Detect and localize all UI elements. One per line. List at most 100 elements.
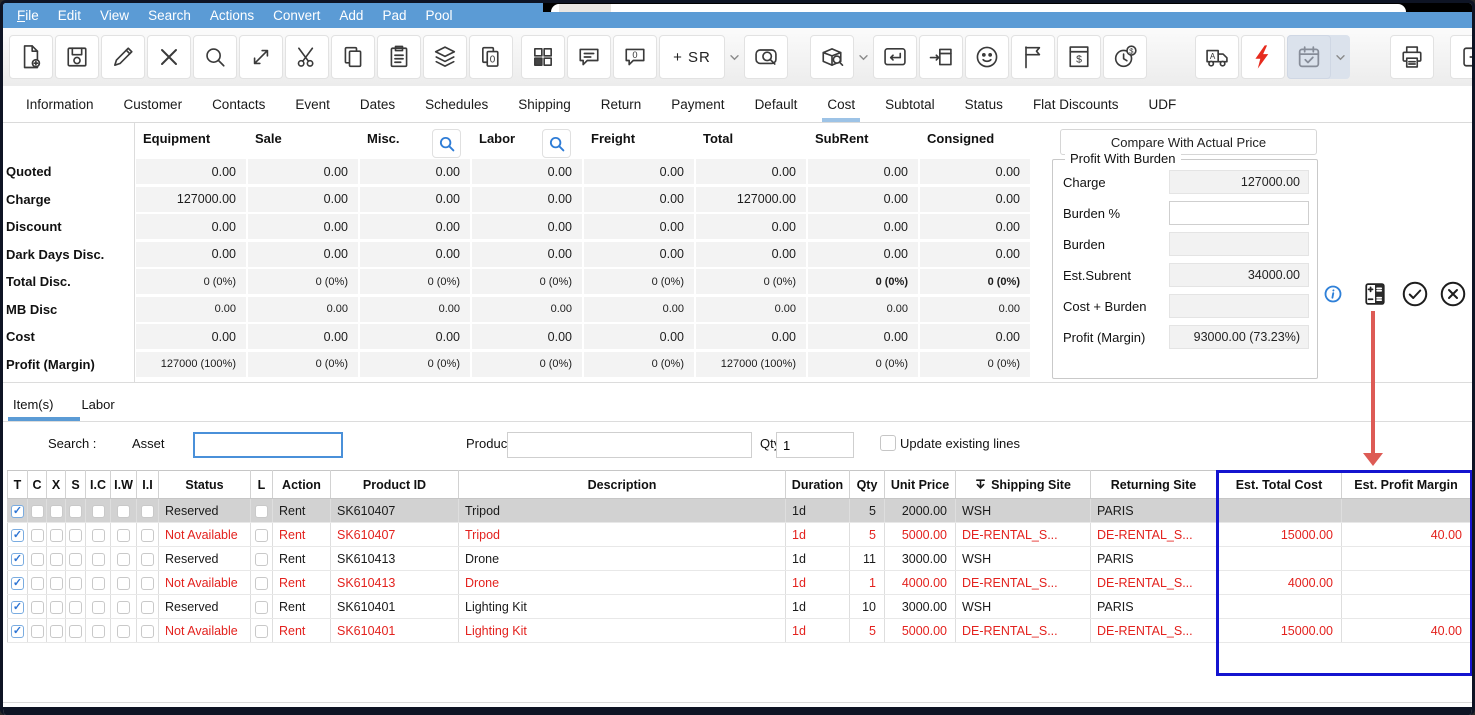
column-header-c[interactable]: C [27, 470, 47, 499]
edit-button[interactable] [101, 35, 145, 79]
qty-input[interactable] [776, 432, 854, 458]
table-row[interactable]: ✓ Not Available Rent SK610401 Lighting Kit 1d… [7, 618, 1471, 643]
row-checkbox[interactable]: ✓ [11, 552, 24, 566]
row-checkbox[interactable] [30, 552, 44, 566]
row-checkbox[interactable] [49, 600, 63, 614]
column-header-s[interactable]: S [65, 470, 86, 499]
row-checkbox[interactable] [30, 576, 44, 590]
row-checkbox[interactable] [69, 552, 82, 566]
tab-event[interactable]: Event [295, 96, 330, 112]
tab-payment[interactable]: Payment [671, 96, 725, 112]
row-checkbox[interactable] [91, 528, 105, 542]
row-checkbox[interactable] [49, 624, 63, 638]
row-checkbox[interactable] [91, 552, 105, 566]
delete-button[interactable] [147, 35, 191, 79]
column-header-qty[interactable]: Qty [849, 470, 885, 499]
table-row[interactable]: ✓ Reserved Rent SK610401 Lighting Kit 1d 10 300… [7, 594, 1471, 619]
product-search-button[interactable] [810, 35, 854, 79]
tab-cost[interactable]: Cost [812, 86, 870, 122]
subtab-item-s[interactable]: Item(s) [13, 396, 54, 412]
add-subrent-dropdown[interactable] [727, 35, 742, 79]
row-checkbox[interactable] [69, 504, 82, 518]
row-checkbox[interactable] [141, 624, 154, 638]
row-checkbox[interactable] [255, 552, 268, 566]
tab-customer[interactable]: Customer [123, 96, 183, 112]
row-checkbox[interactable] [255, 528, 268, 542]
calculate-cost-button[interactable] [1359, 278, 1391, 310]
return-entry-button[interactable] [873, 35, 917, 79]
row-checkbox[interactable] [117, 552, 130, 566]
menu-item-file[interactable]: File [17, 8, 39, 23]
menu-item-add[interactable]: Add [339, 8, 364, 23]
menu-item-actions[interactable]: Actions [209, 8, 255, 23]
search-button[interactable] [193, 35, 237, 79]
row-checkbox[interactable] [117, 624, 130, 638]
row-checkbox[interactable] [69, 576, 82, 590]
row-checkbox[interactable] [141, 528, 154, 542]
column-header-shipping-site[interactable]: Shipping Site [955, 470, 1091, 499]
column-header-est-profit-margin[interactable]: Est. Profit Margin [1341, 470, 1471, 499]
flag-button[interactable] [1011, 35, 1055, 79]
row-checkbox[interactable] [91, 576, 105, 590]
column-header-action[interactable]: Action [272, 470, 331, 499]
tab-contacts[interactable]: Contacts [212, 96, 266, 112]
menu-item-search[interactable]: Search [148, 8, 191, 23]
row-checkbox[interactable] [255, 624, 268, 638]
availability-calendar-button[interactable] [1287, 35, 1331, 79]
column-header-i-w[interactable]: I.W [110, 470, 137, 499]
tab-default[interactable]: Default [754, 96, 798, 112]
row-checkbox[interactable]: ✓ [11, 624, 24, 638]
product-input[interactable] [507, 432, 752, 458]
column-header-t[interactable]: T [7, 470, 28, 499]
quad-view-button[interactable] [521, 35, 565, 79]
column-header-l[interactable]: L [250, 470, 273, 499]
menu-item-convert[interactable]: Convert [273, 8, 321, 23]
misc-search-button[interactable] [432, 129, 461, 158]
tab-subtotal[interactable]: Subtotal [885, 96, 935, 112]
row-checkbox[interactable] [117, 528, 130, 542]
row-checkbox[interactable] [30, 528, 44, 542]
tab-status[interactable]: Status [964, 96, 1003, 112]
search-quote-button[interactable] [744, 35, 788, 79]
info-icon[interactable] [1323, 284, 1343, 304]
menu-item-pad[interactable]: Pad [382, 8, 407, 23]
column-header-product-id[interactable]: Product ID [330, 470, 459, 499]
copy-button[interactable] [331, 35, 375, 79]
row-checkbox[interactable] [69, 600, 82, 614]
availability-calendar-dropdown[interactable] [1333, 35, 1348, 79]
tab-udf[interactable]: UDF [1148, 96, 1177, 112]
column-header-description[interactable]: Description [458, 470, 786, 499]
column-header-returning-site[interactable]: Returning Site [1090, 470, 1217, 499]
table-row[interactable]: ✓ Not Available Rent SK610407 Tripod 1d 5 5000.… [7, 522, 1471, 547]
column-header-est-total-cost[interactable]: Est. Total Cost [1216, 470, 1342, 499]
tab-information[interactable]: Information [26, 96, 94, 112]
billing-time-button[interactable]: $ [1103, 35, 1147, 79]
tab-schedules[interactable]: Schedules [425, 96, 489, 112]
note-button[interactable] [567, 35, 611, 79]
save-button[interactable] [55, 35, 99, 79]
row-checkbox[interactable] [255, 600, 268, 614]
row-checkbox[interactable] [30, 504, 44, 518]
delivery-truck-button[interactable]: A [1195, 35, 1239, 79]
row-checkbox[interactable] [91, 624, 105, 638]
tab-dates[interactable]: Dates [359, 96, 396, 112]
column-header-i-c[interactable]: I.C [85, 470, 111, 499]
menu-item-view[interactable]: View [100, 8, 130, 23]
column-header-unit-price[interactable]: Unit Price [884, 470, 956, 499]
new-document-button[interactable] [9, 35, 53, 79]
tab-flat-discounts[interactable]: Flat Discounts [1032, 96, 1119, 112]
row-checkbox[interactable] [141, 600, 154, 614]
add-subrent-button[interactable]: + SR [659, 35, 725, 79]
exit-button[interactable] [1450, 35, 1472, 79]
row-checkbox[interactable] [30, 624, 44, 638]
row-checkbox[interactable] [117, 600, 130, 614]
table-row[interactable]: ✓ Reserved Rent SK610413 Drone 1d 11 3000.00 WSH… [7, 546, 1471, 571]
quick-action-button[interactable] [1241, 35, 1285, 79]
asset-input[interactable] [193, 432, 343, 458]
row-checkbox[interactable] [141, 504, 154, 518]
row-checkbox[interactable] [91, 600, 105, 614]
column-header-i-i[interactable]: I.I [136, 470, 159, 499]
invoice-button[interactable]: $ [1057, 35, 1101, 79]
paste-button[interactable] [377, 35, 421, 79]
row-checkbox[interactable] [91, 504, 105, 518]
